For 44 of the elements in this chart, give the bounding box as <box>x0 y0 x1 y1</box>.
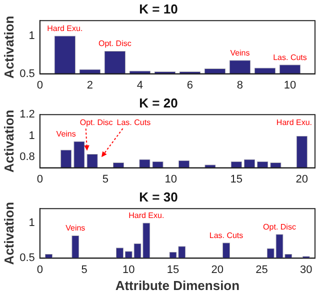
x-tick-label: 10 <box>122 264 135 276</box>
annotation: Veins <box>66 224 86 233</box>
chart-title: K = 30 <box>139 189 178 204</box>
x-tick-label: 2 <box>86 79 93 92</box>
x-axis-title: Attribute Dimension <box>115 278 240 293</box>
chart-title: K = 20 <box>139 95 178 110</box>
annotation: Hard Exu. <box>128 210 164 220</box>
x-tick-label: 5 <box>81 264 88 276</box>
x-tick-label: 20 <box>296 173 308 186</box>
y-axis-title: Activation <box>1 110 16 173</box>
x-tick-label: 10 <box>164 173 178 186</box>
annotation: Hard Exu. <box>47 24 83 34</box>
x-tick-label: 0 <box>36 173 43 186</box>
annotation: Opt. Disc <box>263 222 296 232</box>
y-tick-label: 0.8 <box>20 151 35 164</box>
annotation: Veins <box>230 48 250 58</box>
y-tick-label: 1.2 <box>20 108 35 121</box>
x-tick-label: 30 <box>300 264 312 276</box>
y-tick-label: 0.5 <box>20 252 35 264</box>
x-tick-label: 5 <box>102 173 108 186</box>
x-tick-label: 15 <box>230 173 243 186</box>
x-tick-label: 8 <box>236 79 244 92</box>
annotation: Las. Cuts <box>209 230 244 240</box>
annotation: Las. Cuts <box>116 118 151 127</box>
y-axis-title: Activation <box>1 16 16 79</box>
annotation: Hard Exu. <box>276 118 312 127</box>
x-tick-label: 15 <box>166 264 180 276</box>
x-tick-label: 25 <box>256 264 268 276</box>
annotation: Opt. Disc <box>80 118 113 127</box>
x-tick-label: 0 <box>36 264 43 276</box>
x-tick-label: 10 <box>284 79 296 92</box>
x-tick-label: 6 <box>186 79 194 92</box>
annotation: Las. Cuts <box>273 52 307 62</box>
x-tick-label: 4 <box>136 79 143 92</box>
x-tick-label: 0 <box>36 79 43 92</box>
x-tick-label: 20 <box>211 264 224 276</box>
y-tick-label: 1 <box>28 216 35 229</box>
annotation: Opt. Disc <box>98 39 132 48</box>
y-tick-label: 1 <box>28 30 35 42</box>
chart-title: K = 10 <box>139 1 178 16</box>
y-axis-title: Activation <box>1 202 16 265</box>
y-tick-label: 1 <box>28 130 35 142</box>
annotation: Veins <box>56 129 76 138</box>
y-tick-label: 0.5 <box>20 68 35 80</box>
